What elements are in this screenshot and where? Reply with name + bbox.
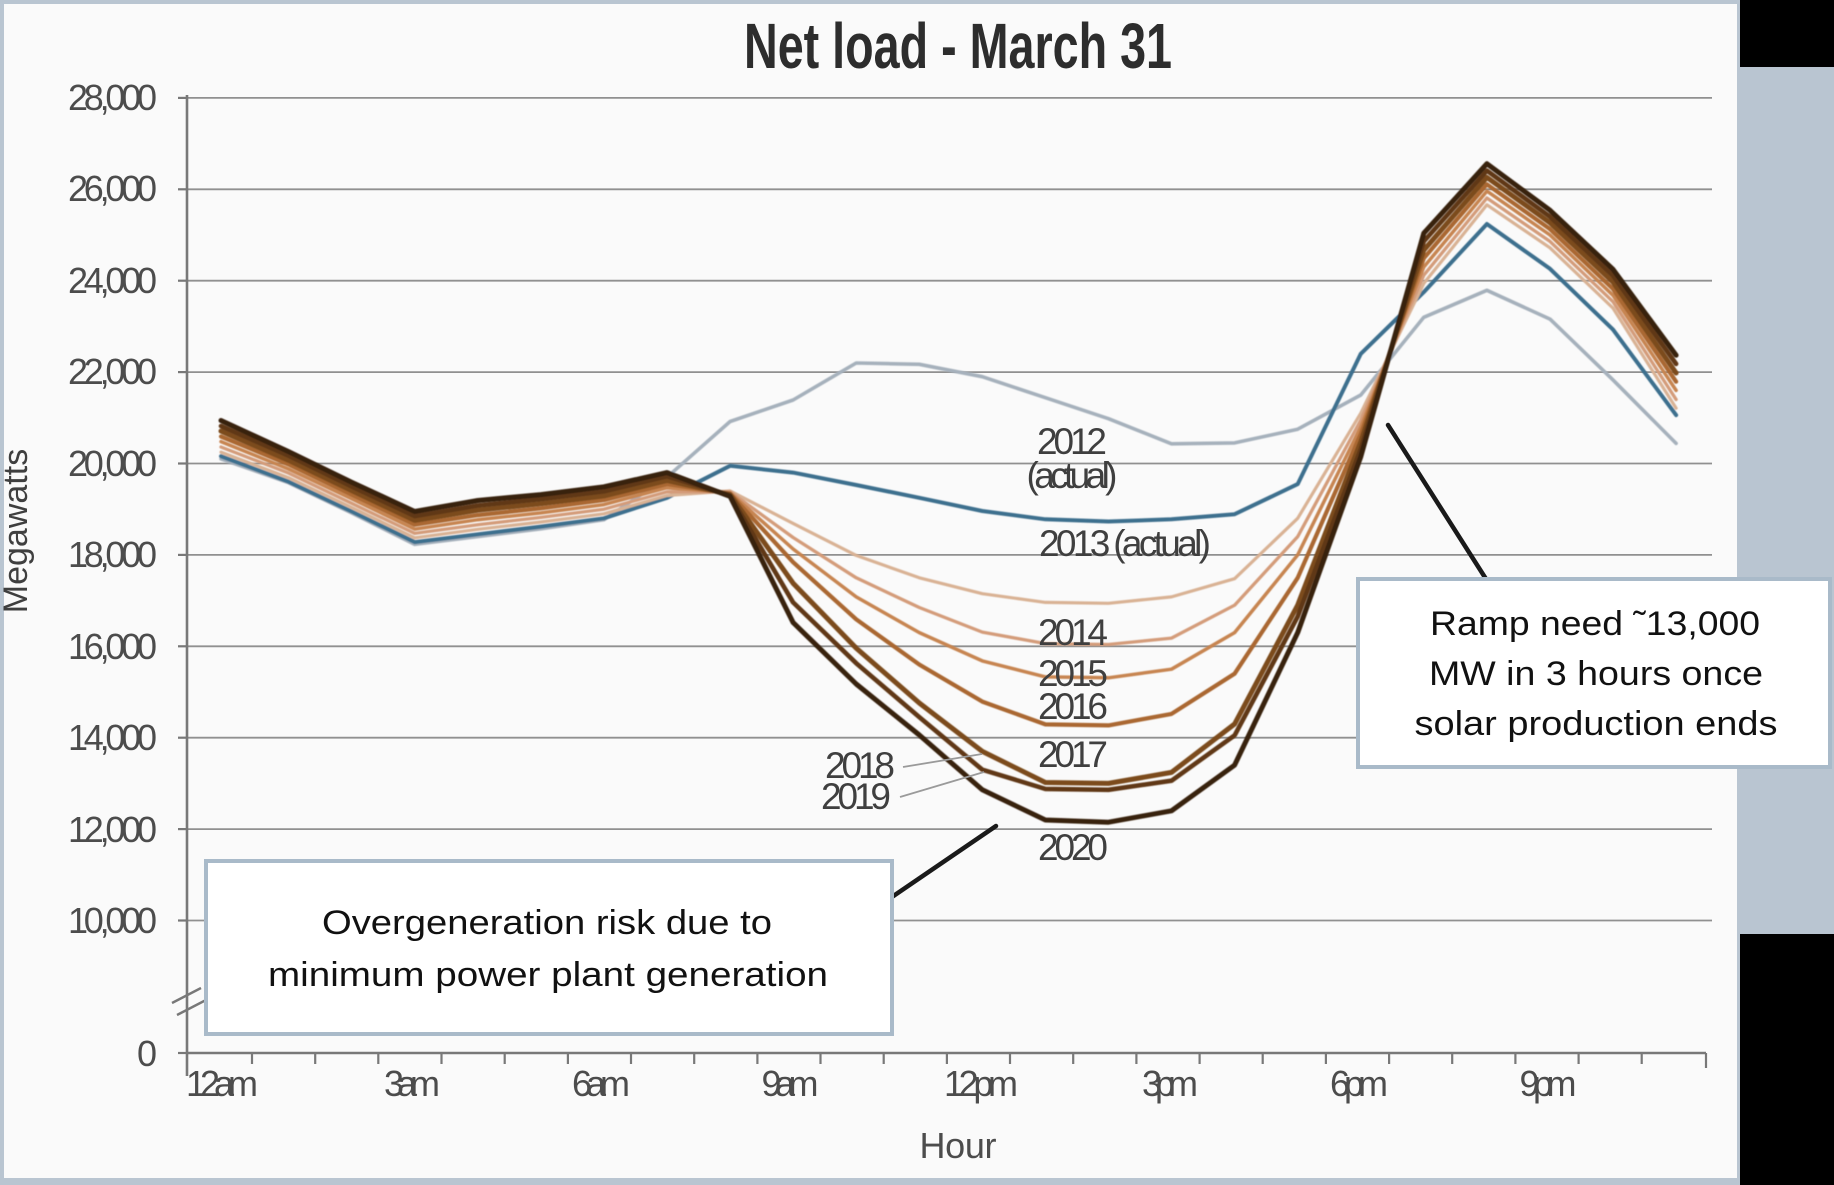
svg-text:10,000: 10,000 [68, 900, 157, 941]
svg-text:16,000: 16,000 [68, 626, 157, 667]
svg-text:12,000: 12,000 [68, 809, 157, 850]
svg-text:6pm: 6pm [1330, 1063, 1388, 1104]
svg-text:2017: 2017 [1038, 734, 1108, 775]
svg-text:2015: 2015 [1038, 653, 1108, 694]
svg-text:3pm: 3pm [1142, 1063, 1198, 1104]
svg-text:24,000: 24,000 [68, 260, 157, 301]
svg-text:Hour: Hour [920, 1125, 997, 1166]
svg-text:28,000: 28,000 [68, 77, 157, 118]
svg-text:26,000: 26,000 [68, 168, 157, 209]
svg-text:12pm: 12pm [944, 1063, 1018, 1104]
svg-text:minimum power plant generation: minimum power plant generation [268, 956, 828, 994]
svg-text:2013 (actual): 2013 (actual) [1039, 523, 1211, 564]
svg-text:14,000: 14,000 [68, 717, 157, 758]
svg-text:(actual): (actual) [1027, 455, 1118, 496]
svg-text:2014: 2014 [1038, 612, 1108, 653]
svg-text:2016: 2016 [1038, 686, 1108, 727]
svg-text:2012: 2012 [1037, 421, 1107, 462]
svg-text:12am: 12am [186, 1063, 258, 1104]
svg-text:Megawatts: Megawatts [0, 449, 35, 613]
svg-text:2019: 2019 [821, 776, 891, 817]
svg-text:6am: 6am [572, 1063, 630, 1104]
svg-text:22,000: 22,000 [68, 351, 157, 392]
svg-text:Overgeneration risk due to: Overgeneration risk due to [322, 904, 772, 942]
svg-text:9am: 9am [762, 1063, 819, 1104]
svg-text:18,000: 18,000 [68, 534, 157, 575]
svg-text:2018: 2018 [825, 745, 895, 786]
svg-text:solar production ends: solar production ends [1415, 705, 1778, 743]
svg-text:9pm: 9pm [1520, 1063, 1577, 1104]
svg-text:MW in 3 hours once: MW in 3 hours once [1429, 655, 1763, 693]
svg-text:Ramp need ˜13,000: Ramp need ˜13,000 [1430, 605, 1760, 643]
svg-text:2020: 2020 [1038, 827, 1108, 868]
svg-text:20,000: 20,000 [68, 443, 157, 484]
svg-text:3am: 3am [384, 1063, 440, 1104]
svg-text:0: 0 [137, 1033, 157, 1074]
svg-text:Net load - March 31: Net load - March 31 [744, 10, 1172, 82]
